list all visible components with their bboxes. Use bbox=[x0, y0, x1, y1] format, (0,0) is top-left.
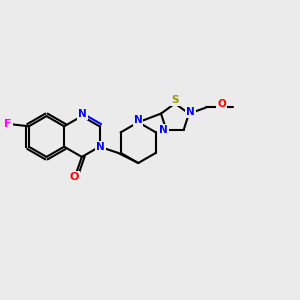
Text: N: N bbox=[96, 142, 105, 152]
Text: N: N bbox=[186, 107, 195, 117]
Text: O: O bbox=[217, 100, 226, 110]
Text: N: N bbox=[134, 115, 142, 125]
Text: N: N bbox=[159, 125, 168, 135]
Text: N: N bbox=[78, 109, 87, 119]
Text: S: S bbox=[171, 95, 179, 106]
Text: O: O bbox=[70, 172, 79, 182]
Text: F: F bbox=[4, 119, 12, 129]
